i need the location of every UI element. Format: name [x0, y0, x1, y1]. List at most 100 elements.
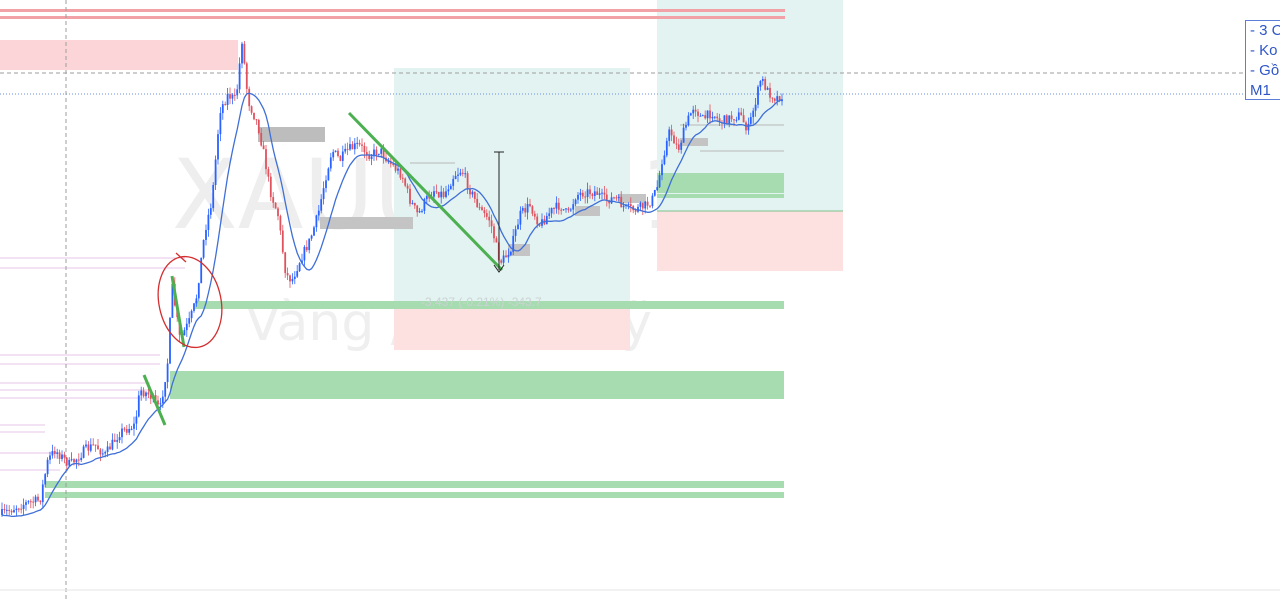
candle-body: [709, 110, 711, 119]
candle-body: [769, 87, 771, 98]
candle-body: [692, 109, 695, 114]
candle-body: [125, 428, 128, 433]
candle-body: [423, 199, 426, 211]
demand-zone-upper-2[interactable]: [657, 194, 784, 198]
candle-body: [135, 416, 138, 424]
candle-body: [41, 484, 44, 503]
demand-zone-mid[interactable]: [195, 301, 784, 309]
trendline-impulse-2[interactable]: [142, 374, 167, 426]
candle-body: [123, 428, 126, 430]
candle-body: [433, 191, 435, 197]
candle-body: [214, 159, 217, 185]
order-block[interactable]: [258, 127, 325, 142]
candle-body: [706, 110, 709, 119]
candle-body: [250, 106, 253, 113]
candle-body: [361, 144, 363, 146]
trendline-impulse[interactable]: [170, 275, 186, 348]
candle-body: [322, 188, 325, 200]
candle-body: [29, 501, 32, 503]
candle-body: [538, 224, 541, 226]
price-range-measure[interactable]: [493, 151, 505, 273]
candle-body: [145, 392, 147, 397]
candle-body: [301, 260, 303, 264]
order-block-5[interactable]: [618, 194, 646, 203]
candle-body: [236, 89, 239, 96]
demand-zone-large[interactable]: [170, 371, 784, 399]
order-block-2[interactable]: [320, 217, 413, 229]
candle-body: [277, 208, 279, 217]
candle-body: [725, 115, 728, 125]
candle-body: [399, 168, 402, 178]
position-loss-zone-2[interactable]: [657, 211, 843, 271]
candle-body: [265, 149, 267, 170]
demand-zone-low[interactable]: [45, 481, 784, 488]
candle-body: [490, 220, 493, 227]
candle-body: [238, 63, 241, 90]
candle-body: [574, 199, 577, 205]
candle-body: [255, 119, 258, 121]
candle-body: [634, 210, 637, 212]
candle-body: [344, 148, 347, 152]
candle-body: [200, 257, 203, 284]
candle-body: [5, 509, 8, 511]
measure-label: -3.437 (-0.21%) -343.7: [421, 295, 542, 309]
candle-body: [704, 115, 707, 119]
candle-body: [82, 446, 85, 458]
candle-body: [685, 125, 687, 128]
trendline-down[interactable]: [347, 111, 504, 272]
candle-body: [711, 116, 714, 119]
candle-body: [670, 129, 673, 136]
candle-body: [598, 193, 601, 195]
candle-body: [313, 227, 315, 236]
candle-body: [339, 156, 342, 161]
candle-body: [445, 191, 447, 198]
candle-body: [159, 403, 162, 405]
demand-zone-low-2[interactable]: [45, 492, 784, 498]
candle-body: [404, 178, 407, 186]
candle-body: [373, 149, 375, 157]
candle-body: [128, 428, 131, 433]
candle-body: [286, 273, 289, 276]
supply-zone[interactable]: [0, 40, 238, 70]
candle-body: [394, 165, 397, 171]
candle-body: [536, 216, 539, 225]
candle-body: [44, 474, 47, 485]
candle-body: [346, 148, 349, 150]
candle-body: [298, 263, 301, 272]
order-block-6[interactable]: [680, 138, 708, 146]
candle-body: [514, 229, 517, 236]
candle-body: [118, 437, 121, 441]
candle-body: [320, 199, 323, 211]
candle-body: [483, 210, 486, 214]
candle-body: [310, 235, 313, 239]
candle-body: [8, 509, 11, 511]
supply-line-top[interactable]: [0, 9, 785, 12]
candle-body: [341, 151, 344, 161]
demand-zone-upper[interactable]: [657, 173, 784, 193]
candle-body: [291, 279, 294, 282]
candle-body: [195, 298, 198, 304]
legend-box[interactable]: - 3 C - Ko - Gồ M1: [1245, 20, 1280, 100]
candle-body: [485, 213, 488, 217]
candle-body: [375, 149, 378, 155]
candle-body: [773, 98, 776, 101]
supply-line-top-2[interactable]: [0, 16, 785, 19]
candle-body: [553, 207, 555, 209]
candle-body: [593, 191, 596, 196]
position-profit-zone[interactable]: [394, 68, 630, 301]
candle-body: [562, 209, 565, 211]
candle-body: [3, 509, 6, 511]
position-loss-zone[interactable]: [394, 301, 630, 350]
legend-item: - 3 C: [1250, 22, 1280, 39]
candle-body: [622, 206, 625, 208]
candle-body: [771, 97, 774, 99]
candle-body: [382, 148, 385, 158]
candle-body: [303, 246, 306, 261]
candle-body: [190, 310, 193, 319]
order-block-4[interactable]: [575, 206, 600, 216]
candle-body: [476, 198, 479, 208]
candle-body: [442, 191, 445, 198]
candle-body: [663, 155, 666, 165]
